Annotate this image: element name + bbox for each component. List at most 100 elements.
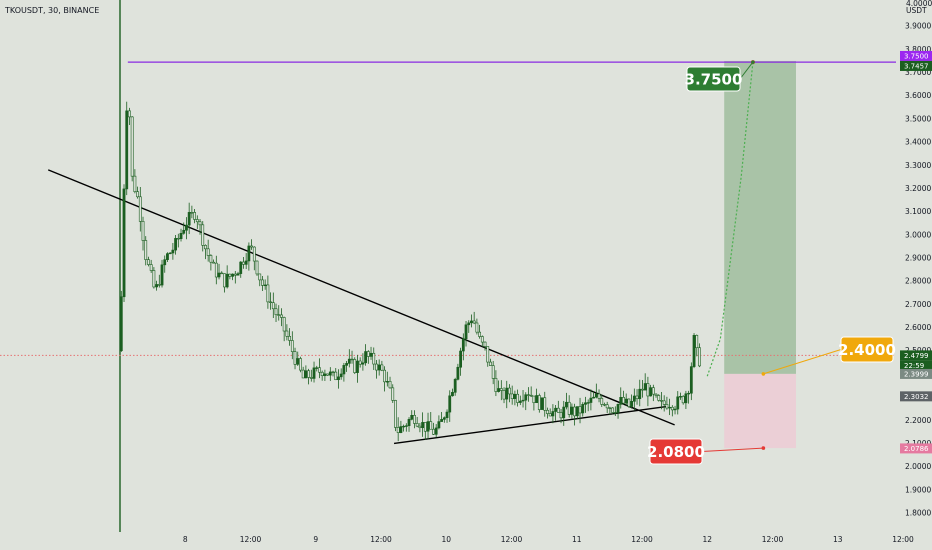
candle-down (372, 352, 376, 365)
candle-up (421, 422, 425, 429)
candle-up (231, 273, 234, 277)
candle-up (119, 296, 123, 352)
candle-up (155, 284, 158, 288)
candle-down (532, 395, 536, 404)
candle-down (288, 336, 291, 341)
candle-down (293, 351, 297, 365)
candle-down (537, 395, 541, 410)
candle-down (206, 248, 210, 256)
candle-down (491, 365, 495, 379)
candle-up (225, 273, 229, 288)
price-badge: 2.0786 (900, 443, 932, 454)
callout-connector (739, 61, 754, 80)
y-tick-label: 3.6000 (905, 91, 931, 100)
callout-2-4000: 2.4000 (761, 336, 896, 376)
callout-connector (701, 447, 764, 452)
candle-up (339, 373, 343, 378)
price-badge: 2.3032 (900, 391, 932, 402)
position-zones (724, 60, 796, 449)
candle-down (190, 212, 194, 214)
candle-down (635, 395, 639, 400)
candle-down (255, 260, 259, 275)
candle-up (673, 408, 677, 411)
candle-down (548, 413, 552, 417)
candle-down (130, 116, 134, 177)
candle-up (562, 406, 566, 419)
y-tick-label: 2.9000 (905, 254, 931, 263)
y-tick-label: 2.7000 (905, 300, 931, 309)
callout-label: 3.7500 (685, 71, 743, 89)
candlesticks (119, 101, 701, 442)
price-badge: 22:59 (900, 360, 932, 371)
candle-up (125, 110, 129, 190)
candle-up (632, 395, 636, 402)
candle-down (277, 314, 281, 316)
y-tick-label: 3.4000 (905, 138, 931, 147)
candle-down (670, 406, 674, 411)
y-tick-label: 3.5000 (905, 114, 931, 123)
loss-zone (724, 373, 796, 449)
x-tick-label: 12:00 (892, 535, 914, 544)
x-axis[interactable]: 8 12:00 9 12:00 10 12:00 11 12:00 12 12:00 13 12:00 (183, 535, 914, 544)
candle-down (282, 317, 286, 332)
y-tick-label: 3.1000 (905, 207, 931, 216)
candle-down (662, 400, 666, 405)
price-badge-label: 2.0786 (904, 445, 929, 453)
candle-up (337, 376, 340, 381)
candle-up (236, 273, 240, 276)
candle-up (586, 402, 590, 404)
candle-up (535, 395, 539, 404)
candle-up (570, 406, 574, 415)
candle-up (594, 393, 598, 398)
candle-down (499, 388, 503, 391)
candle-down (136, 191, 139, 198)
candle-up (505, 387, 509, 400)
candle-up (676, 396, 680, 410)
candle-down (195, 219, 199, 223)
candle-down (266, 284, 270, 303)
chart-title: TKOUSDT, 30, BINANCE (4, 6, 99, 15)
y-tick-label: 3.8000 (905, 45, 931, 54)
candle-down (654, 393, 658, 396)
price-badge-bg (900, 350, 932, 361)
candle-down (423, 422, 427, 432)
candle-up (540, 397, 544, 410)
x-tick-label: 12 (702, 535, 712, 544)
candle-down (605, 404, 609, 409)
x-tick-label: 11 (572, 535, 582, 544)
x-tick-label: 12:00 (501, 535, 523, 544)
candle-down (396, 427, 400, 433)
candle-down (280, 314, 283, 318)
candle-up (174, 238, 177, 251)
candle-down (641, 388, 644, 391)
candle-up (361, 362, 365, 365)
candle-down (383, 369, 387, 383)
candle-down (698, 347, 701, 367)
candle-up (684, 393, 688, 404)
candle-up (524, 394, 528, 401)
price-badge-bg (900, 360, 932, 371)
candle-down (204, 245, 207, 250)
price-badge-bg (900, 50, 932, 61)
candle-up (445, 411, 449, 419)
candle-down (627, 398, 631, 407)
overlay-annotations: 3.7500 2.4000 2.0800 (647, 60, 896, 465)
y-tick-label: 2.0000 (905, 462, 931, 471)
candle-up (581, 404, 585, 414)
candle-up (521, 399, 525, 402)
x-tick-label: 12:00 (370, 535, 392, 544)
callout-anchor (761, 372, 766, 376)
candle-down (415, 423, 419, 427)
candle-down (152, 270, 156, 288)
y-tick-label: 3.3000 (905, 161, 931, 170)
price-badge: 2.4799 (900, 350, 932, 361)
candle-down (334, 371, 338, 381)
candle-down (242, 261, 245, 265)
candle-down (198, 221, 202, 226)
y-axis[interactable]: 1.80001.90002.00002.10002.20002.30002.40… (896, 0, 932, 550)
y-tick-label: 3.7000 (905, 68, 931, 77)
candle-up (342, 365, 346, 375)
candle-down (665, 404, 669, 409)
candle-down (271, 302, 275, 310)
